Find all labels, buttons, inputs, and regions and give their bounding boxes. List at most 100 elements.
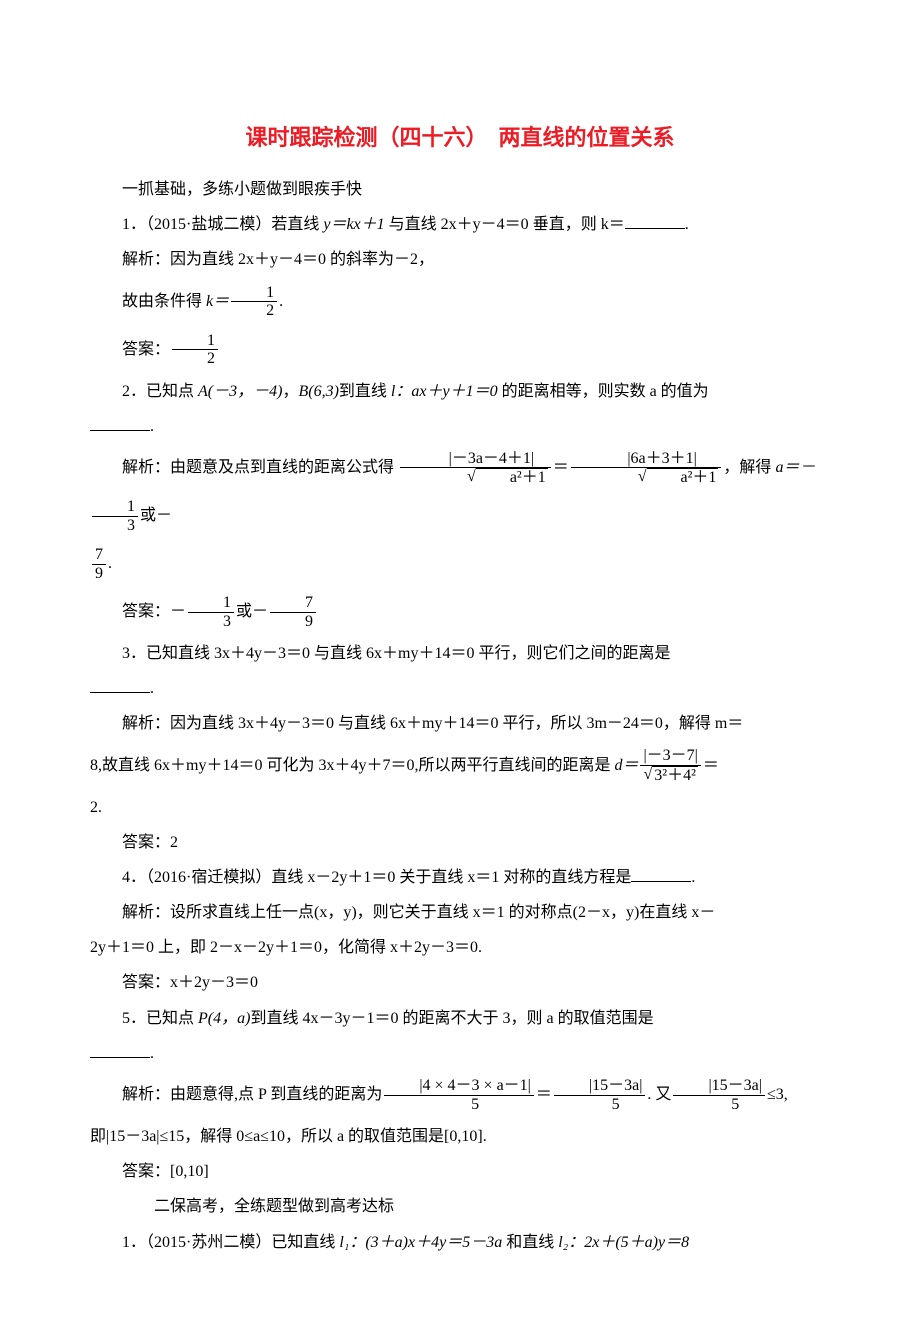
q2-lhs-frac: |－3a－4＋1| a²＋1: [400, 450, 551, 487]
frac-den: a²＋1: [400, 468, 551, 487]
frac-num: |15－3a|: [554, 1077, 646, 1096]
q3-an1: 因为直线 3x＋4y－3＝0 与直线 6x＋my＋14＝0 平行，所以 3m－2…: [170, 715, 743, 732]
frac-den: 3: [92, 517, 138, 535]
blank: [631, 865, 691, 882]
q2-a-eq: a＝－: [775, 459, 815, 476]
q3-d-eq2: ＝: [703, 757, 719, 774]
s2-q1-l1: l₁：(3＋a)x＋4y＝5－3a: [339, 1234, 502, 1251]
q4-stem: 4．（2016·宿迁模拟）直线 x－2y＋1＝0 关于直线 x＝1 对称的直线方…: [90, 860, 830, 895]
frac-den: 2: [172, 350, 218, 368]
sqrt: a²＋1: [606, 468, 719, 487]
q5-f3: |15－3a|5: [673, 1077, 765, 1113]
q2-ans-or: 或－: [236, 603, 268, 620]
q3-blank-line: .: [90, 671, 830, 706]
q2-ans-f1: 13: [188, 594, 234, 630]
s2-q1-stem: 1．（2015·苏州二模）已知直线 l₁：(3＋a)x＋4y＝5－3a 和直线 …: [90, 1225, 830, 1260]
radicand: a²＋1: [647, 468, 719, 487]
q2-line-l: l：ax＋y＋1＝0: [391, 383, 498, 400]
frac-den: 3²＋4²: [640, 766, 700, 785]
section-1-heading: 一抓基础，多练小题做到眼疾手快: [90, 172, 830, 207]
q2-stem: 2．已知点 A(－3，－4)，B(6,3)到直线 l：ax＋y＋1＝0 的距离相…: [90, 374, 830, 409]
q3-d-frac: |－3－7| 3²＋4²: [640, 747, 700, 784]
q5-suffix: 的距离不大于 3，则 a 的取值范围是: [398, 1010, 653, 1027]
q4-an1: 设所求直线上任一点(x，y)，则它关于直线 x＝1 的对称点(2－x，y)在直线…: [170, 904, 715, 921]
q5-dot: . 又: [647, 1086, 671, 1103]
radicand: 3²＋4²: [652, 766, 698, 785]
blank: [90, 1041, 150, 1058]
answer-label: 答案：: [122, 603, 170, 620]
q1-mid1: 与直线: [385, 216, 441, 233]
q2-analysis-cont: 79.: [90, 540, 830, 588]
s2-q1-l2: l₂：2x＋(5＋a)y＝8: [558, 1234, 689, 1251]
radicand: a²＋1: [476, 468, 548, 487]
s2-q1-mid: 和直线: [502, 1234, 558, 1251]
q2-ans-pre: －: [170, 603, 186, 620]
q2-ptB: B(6,3): [298, 383, 338, 400]
q1-k-eq: k＝: [206, 293, 229, 310]
page-title: 课时跟踪检测（四十六） 两直线的位置关系: [90, 120, 830, 152]
q2-or: 或－: [140, 507, 172, 524]
q2-suffix: 的距离相等，则实数 a 的值为: [498, 383, 709, 400]
q4-expr1: x－2y＋1＝0: [307, 869, 395, 886]
frac-den: 9: [92, 565, 106, 583]
answer-label: 答案：: [122, 974, 170, 991]
q2-an-pre: 由题意及点到直线的距离公式得: [170, 459, 394, 476]
q5-ans: [0,10]: [170, 1163, 209, 1180]
frac-num: 1: [172, 332, 218, 351]
blank: [90, 676, 150, 693]
q1-analysis-2: 故由条件得 k＝12.: [90, 278, 830, 326]
analysis-label: 解析：: [122, 251, 170, 268]
q2-rhs-frac: |6a＋3＋1| a²＋1: [571, 450, 722, 487]
frac-den: 5: [384, 1096, 534, 1114]
q1-answer: 答案：12: [90, 326, 830, 374]
q2-an-mid: ，解得: [723, 459, 775, 476]
q1-frac: 12: [231, 284, 277, 320]
q1-ans-frac: 12: [172, 332, 218, 368]
answer-label: 答案：: [122, 341, 170, 358]
q4-expr2: x＝1: [467, 869, 499, 886]
frac-den: 3: [188, 613, 234, 631]
q1-analysis-1: 解析：因为直线 2x＋y－4＝0 的斜率为－2，: [90, 242, 830, 277]
frac-num: 1: [188, 594, 234, 613]
blank: [625, 212, 685, 229]
frac-num: |6a＋3＋1|: [571, 450, 722, 469]
q5-an-pre: 由题意得,点 P 到直线的距离为: [170, 1086, 382, 1103]
q2-blank-line: .: [90, 409, 830, 444]
frac-num: 7: [270, 594, 316, 613]
q5-prefix: 5．已知点: [122, 1010, 198, 1027]
frac-den: 5: [673, 1096, 765, 1114]
q5-analysis-2: 即|15－3a|≤15，解得 0≤a≤10，所以 a 的取值范围是[0,10].: [90, 1119, 830, 1154]
section-2-heading: 二保高考，全练题型做到高考达标: [90, 1189, 830, 1224]
q3-d-eq: d＝: [614, 757, 638, 774]
q4-answer: 答案：x＋2y－3＝0: [90, 965, 830, 1000]
frac-num: 1: [231, 284, 277, 303]
q3-stem: 3．已知直线 3x＋4y－3＝0 与直线 6x＋my＋14＝0 平行，则它们之间…: [90, 636, 830, 671]
frac-den: 2: [231, 302, 277, 320]
answer-label: 答案：: [122, 1163, 170, 1180]
q1-an1: 因为直线 2x＋y－4＝0 的斜率为－2，: [170, 251, 434, 268]
q5-analysis-1: 解析：由题意得,点 P 到直线的距离为|4 × 4－3 × a－1|5＝|15－…: [90, 1071, 830, 1119]
q1-prefix: 1．（2015·盐城二模）若直线: [122, 216, 323, 233]
q5-blank-line: .: [90, 1036, 830, 1071]
frac-num: |4 × 4－3 × a－1|: [384, 1077, 534, 1096]
q1-an2-pre: 故由条件得: [122, 293, 206, 310]
q3-answer: 答案：2: [90, 825, 830, 860]
q3-stem-text: 3．已知直线 3x＋4y－3＝0 与直线 6x＋my＋14＝0 平行，则它们之间…: [122, 645, 670, 662]
q4-analysis-1: 解析：设所求直线上任一点(x，y)，则它关于直线 x＝1 的对称点(2－x，y)…: [90, 895, 830, 930]
q3-analysis-1: 解析：因为直线 3x＋4y－3＝0 与直线 6x＋my＋14＝0 平行，所以 3…: [90, 706, 830, 741]
answer-label: 答案：: [122, 834, 170, 851]
q4-analysis-2: 2y＋1＝0 上，即 2－x－2y＋1＝0，化简得 x＋2y－3＝0.: [90, 930, 830, 965]
blank: [90, 414, 150, 431]
q5-stem: 5．已知点 P(4，a)到直线 4x－3y－1＝0 的距离不大于 3，则 a 的…: [90, 1001, 830, 1036]
q5-mid: 到直线: [250, 1010, 302, 1027]
sqrt: 3²＋4²: [643, 766, 697, 785]
q2-answer: 答案：－13或－79: [90, 588, 830, 636]
q1-expr2: 2x＋y－4＝0: [441, 216, 529, 233]
q1-stem: 1．（2015·盐城二模）若直线 y＝kx＋1 与直线 2x＋y－4＝0 垂直，…: [90, 207, 830, 242]
q2-prefix: 2．已知点: [122, 383, 198, 400]
frac-den: a²＋1: [571, 468, 722, 487]
q4-ans: x＋2y－3＝0: [170, 974, 258, 991]
q5-answer: 答案：[0,10]: [90, 1154, 830, 1189]
s2-q1-prefix: 1．（2015·苏州二模）已知直线: [122, 1234, 339, 1251]
q2-f1: 13: [92, 498, 138, 534]
